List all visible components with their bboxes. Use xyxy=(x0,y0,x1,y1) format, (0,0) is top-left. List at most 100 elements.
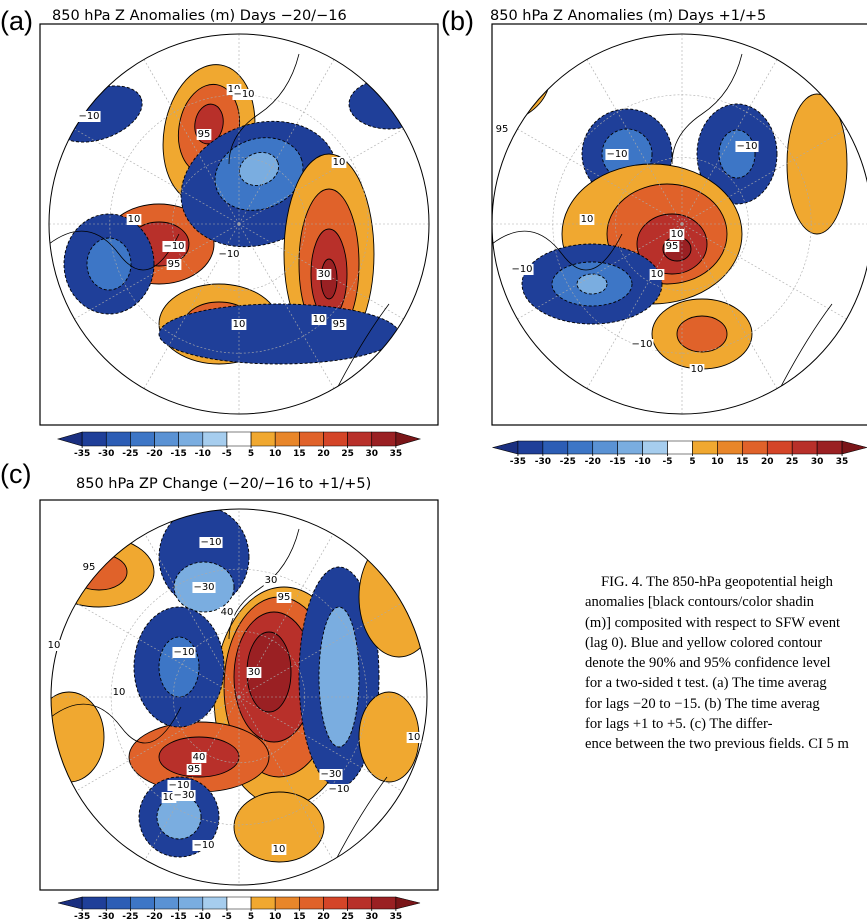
colorbar-segment xyxy=(692,440,718,455)
caption-line: FIG. 4. The 850-hPa geopotential heigh xyxy=(601,574,833,590)
colorbar-tick-label: 15 xyxy=(293,449,306,459)
colorbar-segment xyxy=(742,440,768,455)
contour-label-bg xyxy=(276,592,292,603)
contour-label-bg xyxy=(669,229,685,240)
contour-label: 10 xyxy=(691,364,704,375)
colorbar-tick-label: 25 xyxy=(341,449,354,459)
colorbar-tick-label: -30 xyxy=(535,457,551,467)
contour-label-bg xyxy=(232,89,256,100)
colorbar-tick-label: 35 xyxy=(390,449,403,459)
contour-label: 30 xyxy=(318,269,331,280)
anomaly-contour xyxy=(86,237,132,291)
contour-label-bg xyxy=(331,157,347,168)
map-boundary xyxy=(491,33,867,415)
contour-label-bg xyxy=(166,259,182,270)
contour-label: 10 xyxy=(333,157,346,168)
contour-label-bg xyxy=(186,764,202,775)
contour-label: 95 xyxy=(333,319,346,330)
anomaly-contour xyxy=(318,606,360,748)
colorbar-segment xyxy=(347,431,373,447)
map-boundary xyxy=(48,33,430,415)
colorbar-segment xyxy=(130,896,155,910)
contour-label-bg xyxy=(77,111,101,122)
colorbar-tick-label: -20 xyxy=(146,449,162,459)
colorbar-segment xyxy=(105,431,131,447)
colorbar-tick-label: 20 xyxy=(317,449,330,459)
colorbar-segment xyxy=(347,896,373,910)
colorbar-segment xyxy=(250,431,276,447)
contour-label-bg xyxy=(81,562,97,573)
contour-label: −10 xyxy=(173,647,194,658)
contour-label-bg xyxy=(217,249,241,260)
contour-label-bg xyxy=(192,582,216,593)
panel-title: 850 hPa Z Anomalies (m) Days +1/+5 xyxy=(490,8,766,24)
colorbar-tick-label: -35 xyxy=(74,449,90,459)
contour-label: 10 xyxy=(313,314,326,325)
colorbar-segment xyxy=(130,431,155,447)
colorbar-segment xyxy=(178,896,204,910)
meridian xyxy=(76,602,240,698)
map xyxy=(49,34,429,414)
contour-label-bg xyxy=(167,780,191,791)
colorbar-tick-label: -15 xyxy=(610,457,626,467)
latitude-circle xyxy=(172,157,306,291)
contour-label-bg xyxy=(46,640,62,651)
colorbar-segment xyxy=(617,440,643,455)
colorbar-segment xyxy=(323,896,348,910)
colorbar-segment xyxy=(274,431,300,447)
contour-label: 10 xyxy=(113,687,126,698)
contour-label-bg xyxy=(196,129,212,140)
meridian xyxy=(238,602,402,698)
contour-label: 95 xyxy=(666,241,679,252)
contour-label: 10 xyxy=(233,319,246,330)
caption-line: (lag 0). Blue and yellow colored contour xyxy=(585,634,823,651)
colorbar-segment xyxy=(202,431,228,447)
contour-label-bg xyxy=(579,214,595,225)
contour-label-bg xyxy=(263,575,279,586)
contour-label-bg xyxy=(319,769,343,780)
contour-label-bg xyxy=(327,784,351,795)
contour-label: 95 xyxy=(188,764,201,775)
contour-label-bg xyxy=(510,264,534,275)
panel-label: (a) xyxy=(0,6,33,36)
contour-label: 95 xyxy=(496,124,509,135)
colorbar-tick-label: 30 xyxy=(365,912,378,920)
colorbar-tick-label: -15 xyxy=(171,912,187,920)
contour-label: 40 xyxy=(221,607,234,618)
colorbar-tick-label: -10 xyxy=(195,449,211,459)
contour-label-bg xyxy=(331,319,347,330)
contour-label: 95 xyxy=(83,562,96,573)
colorbar-tick-label: 5 xyxy=(689,457,695,467)
colorbar-segment xyxy=(567,440,594,455)
contour-label: 10 xyxy=(163,792,176,803)
colorbar-tick-label: -30 xyxy=(98,912,114,920)
meridian xyxy=(144,696,240,860)
colorbar-tick-label: -35 xyxy=(74,912,90,920)
contour-label-bg xyxy=(630,339,654,350)
contour-label: 10 xyxy=(128,214,141,225)
colorbar-segment xyxy=(667,440,693,455)
contour-label: 30 xyxy=(248,667,261,678)
caption-line: for lags −20 to −15. (b) The time averag xyxy=(585,695,820,712)
colorbar-tick-label: 10 xyxy=(711,457,724,467)
colorbar-segment xyxy=(81,431,107,447)
contour-label-bg xyxy=(192,840,216,851)
colorbar-tick-label: -5 xyxy=(663,457,673,467)
contour-label-bg xyxy=(199,537,223,548)
contour-label-bg xyxy=(494,124,510,135)
colorbar-tick-label: -25 xyxy=(122,449,138,459)
contour-label: 30 xyxy=(265,575,278,586)
contour-label-bg xyxy=(735,141,759,152)
contour-label-bg xyxy=(111,687,127,698)
colorbar-tick-label: 20 xyxy=(761,457,774,467)
anomaly-contour xyxy=(786,93,848,235)
caption: FIG. 4. The 850-hPa geopotential heigh an… xyxy=(585,572,867,755)
colorbar-segment xyxy=(226,896,252,910)
contour-label: 40 xyxy=(193,752,206,763)
contour-label: 10 xyxy=(671,229,684,240)
colorbar-segment xyxy=(56,431,83,447)
contour-label: 95 xyxy=(278,592,291,603)
contour-label-bg xyxy=(172,790,196,801)
